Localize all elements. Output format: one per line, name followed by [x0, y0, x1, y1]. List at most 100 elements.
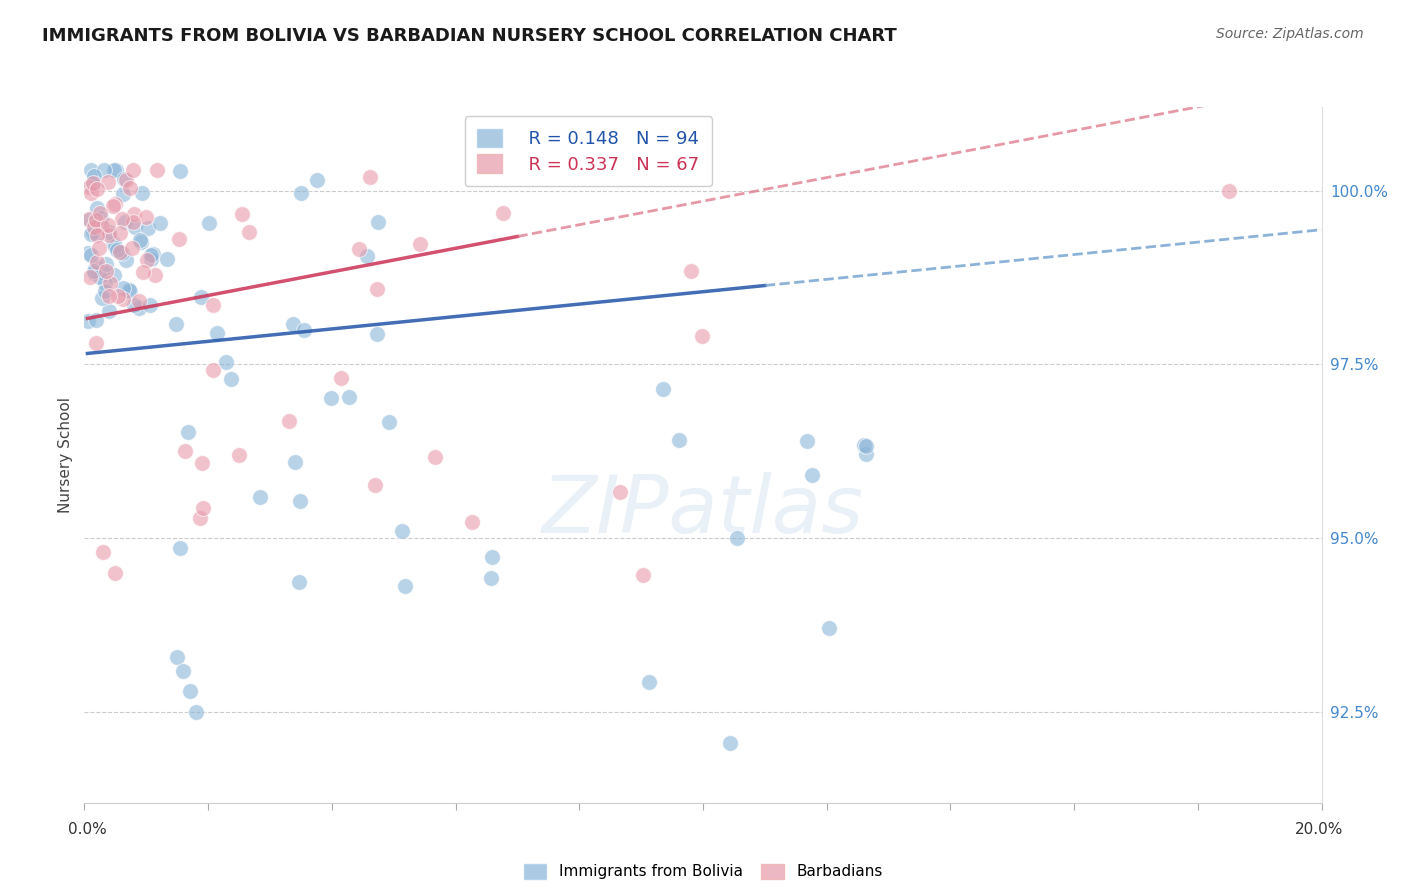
Point [108, 227, 131, 241]
Point [290, 186, 312, 201]
Point [124, 219, 146, 234]
Point [98, 289, 121, 303]
Point [82, 176, 104, 190]
Point [104, 566, 127, 581]
Point [337, 390, 360, 404]
Point [202, 298, 225, 312]
Point [86, 182, 108, 196]
Text: Source: ZipAtlas.com: Source: ZipAtlas.com [1216, 27, 1364, 41]
Point [198, 217, 221, 231]
Point [93, 162, 115, 177]
Point [855, 439, 877, 453]
Point [91, 545, 114, 559]
Point [77, 212, 100, 227]
Point [101, 235, 124, 250]
Point [96, 219, 118, 233]
Point [609, 484, 631, 499]
Text: 20.0%: 20.0% [1295, 822, 1343, 837]
Point [141, 248, 163, 262]
Point [83, 169, 105, 184]
Point [138, 298, 160, 312]
Point [139, 252, 162, 267]
Point [97, 175, 120, 189]
Point [366, 326, 388, 341]
Y-axis label: Nursery School: Nursery School [58, 397, 73, 513]
Point [83, 264, 105, 278]
Point [80, 227, 103, 242]
Point [120, 180, 142, 194]
Point [112, 281, 135, 295]
Point [356, 249, 378, 263]
Point [86, 335, 108, 350]
Point [179, 684, 201, 698]
Point [394, 579, 416, 593]
Point [77, 246, 100, 260]
Point [205, 326, 228, 340]
Point [94, 284, 117, 298]
Point [852, 438, 875, 452]
Point [238, 225, 260, 239]
Point [76, 314, 98, 328]
Point [149, 216, 172, 230]
Point [89, 226, 111, 240]
Point [80, 162, 103, 177]
Point [817, 622, 839, 636]
Point [96, 264, 118, 278]
Point [121, 241, 143, 255]
Point [86, 255, 108, 269]
Point [215, 354, 238, 368]
Point [690, 329, 713, 343]
Point [115, 253, 138, 268]
Point [110, 246, 132, 260]
Point [287, 575, 309, 590]
Point [131, 186, 153, 200]
Point [288, 493, 311, 508]
Point [481, 550, 503, 565]
Point [105, 244, 128, 258]
Point [146, 162, 169, 177]
Point [409, 237, 432, 252]
Text: IMMIGRANTS FROM BOLIVIA VS BARBADIAN NURSERY SCHOOL CORRELATION CHART: IMMIGRANTS FROM BOLIVIA VS BARBADIAN NUR… [42, 27, 897, 45]
Point [84, 213, 107, 227]
Point [364, 478, 387, 492]
Point [231, 206, 253, 220]
Point [668, 433, 690, 447]
Point [79, 270, 101, 285]
Point [631, 567, 654, 582]
Point [128, 301, 150, 315]
Point [172, 664, 194, 678]
Point [111, 186, 134, 201]
Point [638, 675, 661, 690]
Point [128, 233, 150, 247]
Point [281, 317, 304, 331]
Point [91, 291, 114, 305]
Point [98, 276, 121, 290]
Point [1218, 184, 1240, 198]
Point [277, 414, 299, 428]
Point [249, 490, 271, 504]
Point [219, 372, 242, 386]
Point [167, 232, 190, 246]
Point [97, 227, 120, 242]
Point [347, 242, 370, 256]
Point [366, 282, 388, 296]
Point [112, 171, 135, 186]
Point [103, 268, 125, 282]
Point [228, 448, 250, 462]
Point [122, 207, 145, 221]
Point [367, 215, 389, 229]
Point [84, 313, 107, 327]
Point [359, 170, 381, 185]
Point [136, 253, 159, 268]
Point [284, 455, 307, 469]
Point [166, 649, 188, 664]
Point [120, 284, 142, 298]
Point [135, 210, 157, 224]
Point [190, 511, 212, 525]
Point [142, 247, 165, 261]
Point [681, 264, 703, 278]
Point [169, 163, 191, 178]
Point [319, 392, 342, 406]
Point [165, 317, 187, 331]
Point [391, 524, 413, 538]
